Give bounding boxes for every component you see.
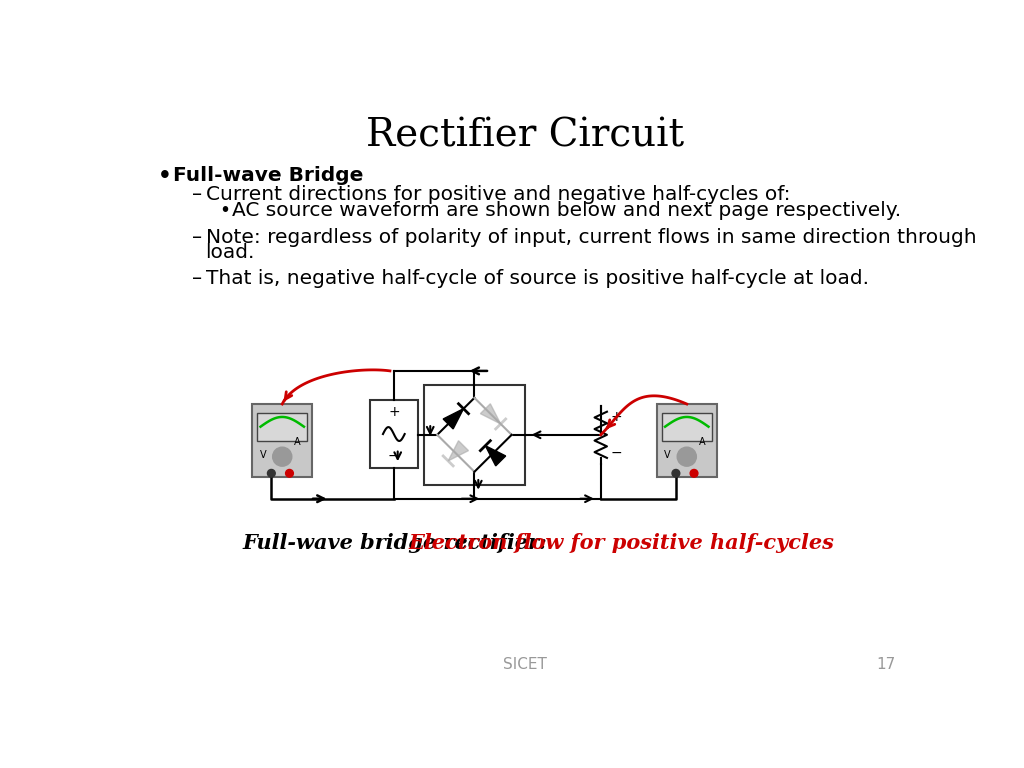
Circle shape — [272, 447, 292, 466]
Text: −: − — [610, 445, 622, 459]
Text: Note: regardless of polarity of input, current flows in same direction through: Note: regardless of polarity of input, c… — [206, 227, 976, 247]
FancyBboxPatch shape — [252, 404, 312, 477]
Text: AC source waveform are shown below and next page respectively.: AC source waveform are shown below and n… — [231, 201, 901, 220]
Text: V: V — [259, 450, 266, 460]
Text: Full-wave bridge rectifier:: Full-wave bridge rectifier: — [243, 532, 555, 553]
Text: •: • — [219, 201, 230, 220]
Text: A: A — [294, 438, 301, 448]
Text: 17: 17 — [876, 657, 895, 672]
FancyBboxPatch shape — [424, 385, 524, 485]
Text: •: • — [158, 166, 171, 186]
Circle shape — [267, 469, 275, 477]
Text: That is, negative half-cycle of source is positive half-cycle at load.: That is, negative half-cycle of source i… — [206, 270, 868, 288]
Text: load.: load. — [206, 243, 255, 262]
FancyBboxPatch shape — [257, 412, 307, 441]
Text: –: – — [191, 184, 202, 204]
Text: –: – — [191, 227, 202, 247]
FancyBboxPatch shape — [370, 400, 418, 468]
Text: Rectifier Circuit: Rectifier Circuit — [366, 118, 684, 154]
Text: Full-wave Bridge: Full-wave Bridge — [173, 166, 364, 185]
Polygon shape — [480, 404, 501, 424]
FancyBboxPatch shape — [656, 404, 717, 477]
Text: A: A — [698, 438, 706, 448]
FancyBboxPatch shape — [662, 412, 712, 441]
Circle shape — [672, 469, 680, 477]
Text: +: + — [610, 410, 622, 424]
Text: Electron flow for positive half-cycles: Electron flow for positive half-cycles — [409, 532, 835, 553]
Text: −: − — [388, 449, 399, 463]
Polygon shape — [485, 445, 506, 466]
Circle shape — [286, 469, 293, 477]
Text: –: – — [191, 270, 202, 288]
Polygon shape — [449, 441, 469, 461]
Text: SICET: SICET — [503, 657, 547, 672]
Polygon shape — [443, 409, 464, 429]
Text: Current directions for positive and negative half-cycles of:: Current directions for positive and nega… — [206, 184, 790, 204]
Circle shape — [677, 447, 696, 466]
Text: +: + — [388, 405, 399, 419]
Circle shape — [690, 469, 698, 477]
Text: V: V — [665, 450, 671, 460]
